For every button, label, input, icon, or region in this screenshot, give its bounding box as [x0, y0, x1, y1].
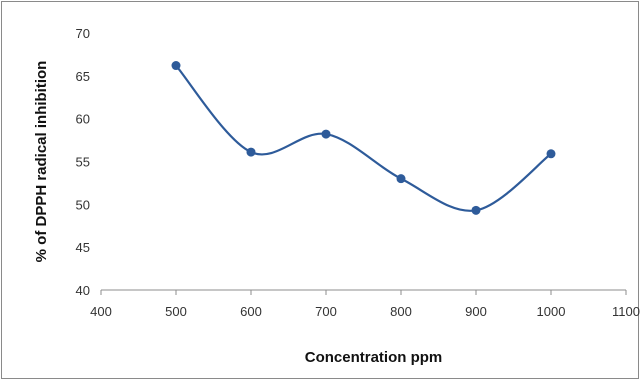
x-tick-label: 800	[390, 304, 412, 319]
y-tick-label: 65	[76, 69, 90, 84]
data-point	[546, 149, 556, 159]
x-tick-label: 700	[315, 304, 337, 319]
x-axis-title: Concentration ppm	[305, 349, 443, 366]
y-tick-label: 55	[76, 155, 90, 170]
data-point	[396, 174, 406, 184]
y-tick-label: 40	[76, 283, 90, 298]
data-point	[471, 205, 481, 215]
x-tick-label: 900	[465, 304, 487, 319]
x-tick-label: 600	[240, 304, 262, 319]
data-point	[246, 147, 256, 157]
x-tick-label: 1000	[537, 304, 566, 319]
y-axis-title: % of DPPH radical inhibition	[33, 61, 50, 263]
y-tick-label: 50	[76, 197, 90, 212]
series-line	[175, 64, 552, 212]
y-tick-label: 60	[76, 112, 90, 127]
x-tick-label: 1100	[612, 304, 640, 319]
x-tick-label: 500	[165, 304, 187, 319]
x-tick-label: 400	[90, 304, 112, 319]
y-tick-label: 45	[76, 240, 90, 255]
data-point	[321, 129, 331, 139]
y-tick-label: 70	[76, 26, 90, 41]
data-point	[171, 61, 181, 71]
